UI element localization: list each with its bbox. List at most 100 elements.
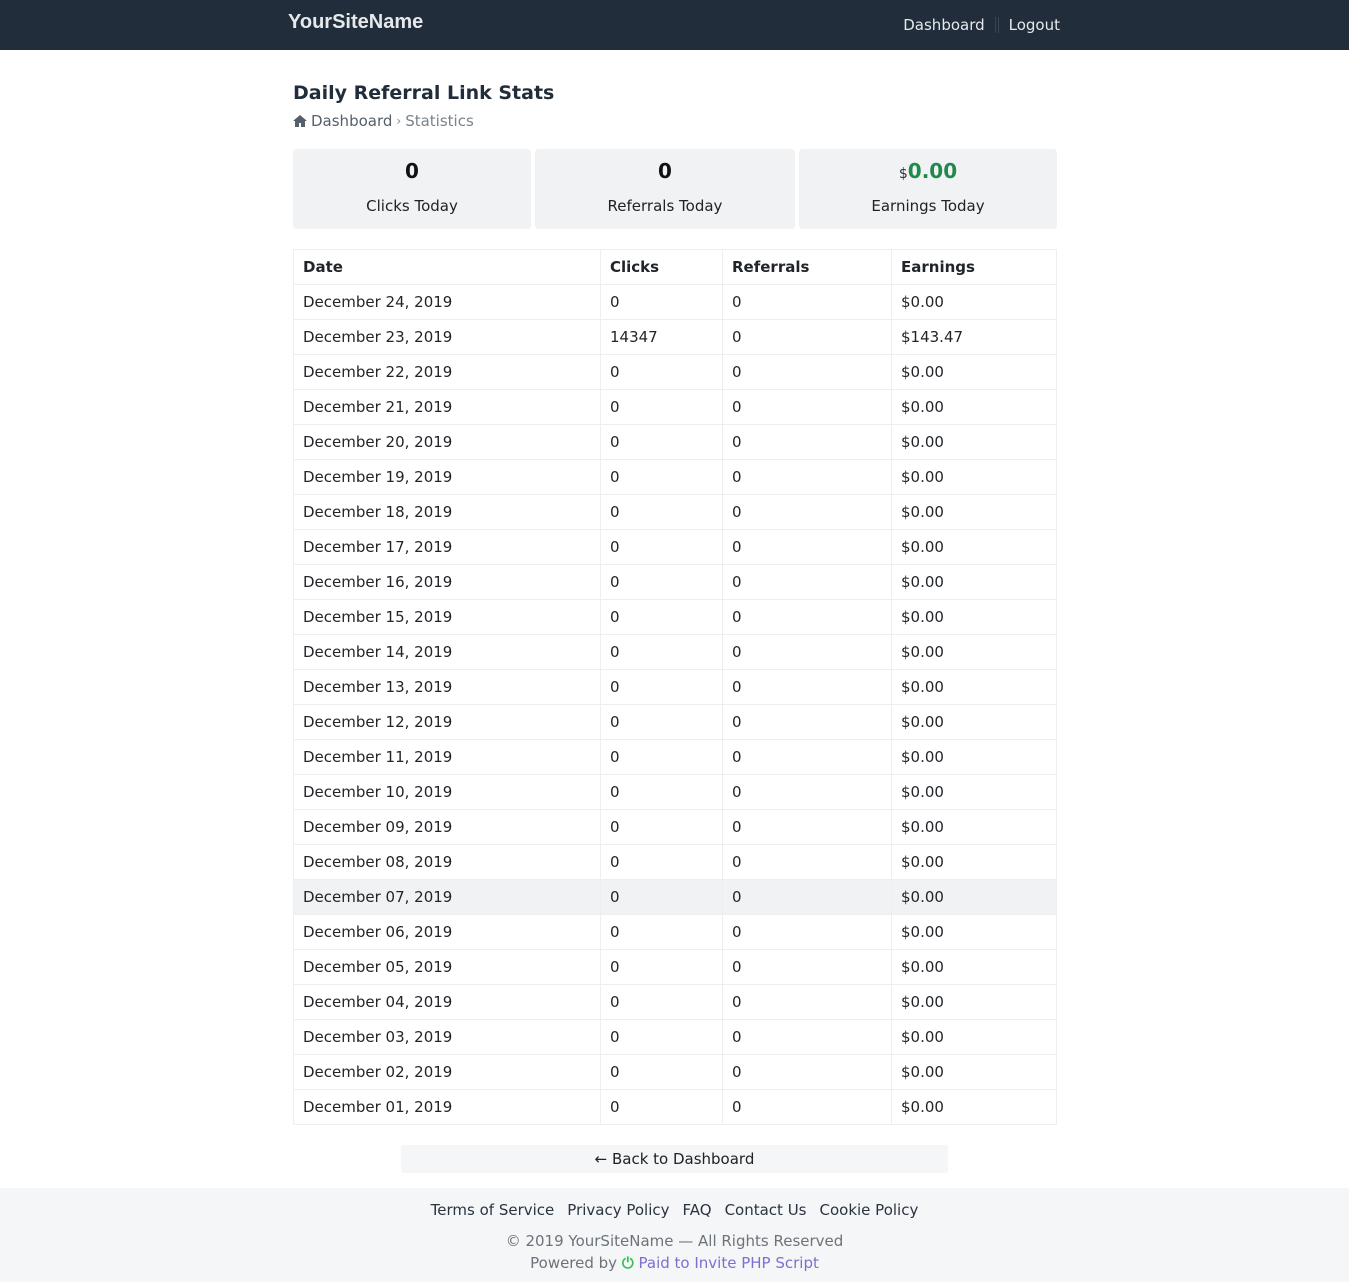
cell-referrals: 0 — [722, 1019, 892, 1055]
table-row: December 20, 2019 0 0 $0.00 — [293, 424, 1057, 460]
col-earnings: Earnings — [891, 249, 1057, 285]
stats-table: Date Clicks Referrals Earnings December … — [293, 249, 1057, 1125]
footer-links: Terms of Service Privacy Policy FAQ Cont… — [0, 1201, 1349, 1219]
cell-clicks: 14347 — [600, 319, 723, 355]
cell-date: December 15, 2019 — [293, 599, 601, 635]
cell-referrals: 0 — [722, 879, 892, 915]
nav-dashboard-link[interactable]: Dashboard — [903, 16, 985, 34]
cell-earnings: $0.00 — [891, 634, 1057, 670]
cell-clicks: 0 — [600, 984, 723, 1020]
cell-earnings: $0.00 — [891, 1089, 1057, 1125]
footer-link-cookie[interactable]: Cookie Policy — [819, 1201, 919, 1219]
table-row: December 04, 2019 0 0 $0.00 — [293, 984, 1057, 1020]
footer-link-privacy[interactable]: Privacy Policy — [567, 1201, 670, 1219]
cell-clicks: 0 — [600, 284, 723, 320]
table-row: December 23, 2019 14347 0 $143.47 — [293, 319, 1057, 355]
cell-referrals: 0 — [722, 354, 892, 390]
cell-clicks: 0 — [600, 1054, 723, 1090]
cell-date: December 01, 2019 — [293, 1089, 601, 1125]
cell-earnings: $0.00 — [891, 844, 1057, 880]
cell-referrals: 0 — [722, 844, 892, 880]
cell-clicks: 0 — [600, 1089, 723, 1125]
stat-label: Referrals Today — [607, 197, 723, 215]
footer: Terms of Service Privacy Policy FAQ Cont… — [0, 1188, 1349, 1282]
cell-referrals: 0 — [722, 459, 892, 495]
cell-earnings: $0.00 — [891, 704, 1057, 740]
cell-date: December 05, 2019 — [293, 949, 601, 985]
cell-clicks: 0 — [600, 669, 723, 705]
breadcrumb: Dashboard › Statistics — [293, 112, 1057, 130]
table-row: December 15, 2019 0 0 $0.00 — [293, 599, 1057, 635]
cell-referrals: 0 — [722, 1089, 892, 1125]
footer-link-contact[interactable]: Contact Us — [724, 1201, 807, 1219]
cell-referrals: 0 — [722, 564, 892, 600]
cell-earnings: $0.00 — [891, 879, 1057, 915]
table-row: December 09, 2019 0 0 $0.00 — [293, 809, 1057, 845]
cell-clicks: 0 — [600, 774, 723, 810]
table-row: December 17, 2019 0 0 $0.00 — [293, 529, 1057, 565]
cell-earnings: $0.00 — [891, 389, 1057, 425]
cell-clicks: 0 — [600, 1019, 723, 1055]
cell-date: December 16, 2019 — [293, 564, 601, 600]
cell-date: December 24, 2019 — [293, 284, 601, 320]
footer-link-terms[interactable]: Terms of Service — [430, 1201, 555, 1219]
cell-date: December 08, 2019 — [293, 844, 601, 880]
cell-clicks: 0 — [600, 494, 723, 530]
cell-date: December 19, 2019 — [293, 459, 601, 495]
cell-referrals: 0 — [722, 319, 892, 355]
table-row: December 14, 2019 0 0 $0.00 — [293, 634, 1057, 670]
cell-clicks: 0 — [600, 809, 723, 845]
stat-clicks-today: 0 Clicks Today — [293, 149, 531, 229]
cell-date: December 21, 2019 — [293, 389, 601, 425]
stat-label: Clicks Today — [366, 197, 458, 215]
breadcrumb-dashboard[interactable]: Dashboard — [311, 112, 393, 130]
footer-link-faq[interactable]: FAQ — [682, 1201, 712, 1219]
stat-value: 0 — [658, 159, 672, 183]
cell-date: December 10, 2019 — [293, 774, 601, 810]
cell-referrals: 0 — [722, 389, 892, 425]
table-row: December 22, 2019 0 0 $0.00 — [293, 354, 1057, 390]
cell-clicks: 0 — [600, 704, 723, 740]
cell-earnings: $0.00 — [891, 564, 1057, 600]
stat-earnings-today: $0.00 Earnings Today — [799, 149, 1057, 229]
stat-value: 0 — [405, 159, 419, 183]
table-row: December 12, 2019 0 0 $0.00 — [293, 704, 1057, 740]
cell-clicks: 0 — [600, 634, 723, 670]
cell-earnings: $143.47 — [891, 319, 1057, 355]
table-row: December 02, 2019 0 0 $0.00 — [293, 1054, 1057, 1090]
cell-earnings: $0.00 — [891, 599, 1057, 635]
cell-date: December 22, 2019 — [293, 354, 601, 390]
cell-date: December 20, 2019 — [293, 424, 601, 460]
cell-clicks: 0 — [600, 599, 723, 635]
back-to-dashboard-button[interactable]: ← Back to Dashboard — [401, 1145, 948, 1173]
col-date: Date — [293, 249, 601, 285]
nav-logout-link[interactable]: Logout — [1008, 16, 1060, 34]
cell-date: December 13, 2019 — [293, 669, 601, 705]
cell-date: December 04, 2019 — [293, 984, 601, 1020]
currency-symbol: $ — [898, 166, 908, 182]
main-content: Daily Referral Link Stats Dashboard › St… — [293, 82, 1057, 1125]
cell-referrals: 0 — [722, 599, 892, 635]
cell-clicks: 0 — [600, 389, 723, 425]
stat-label: Earnings Today — [871, 197, 985, 215]
col-clicks: Clicks — [600, 249, 723, 285]
cell-earnings: $0.00 — [891, 774, 1057, 810]
cell-earnings: $0.00 — [891, 669, 1057, 705]
table-row: December 07, 2019 0 0 $0.00 — [293, 879, 1057, 915]
stats-cards: 0 Clicks Today 0 Referrals Today $0.00 E… — [293, 149, 1057, 229]
cell-date: December 23, 2019 — [293, 319, 601, 355]
powered-link[interactable]: Paid to Invite PHP Script — [638, 1254, 819, 1272]
cell-date: December 18, 2019 — [293, 494, 601, 530]
table-row: December 03, 2019 0 0 $0.00 — [293, 1019, 1057, 1055]
cell-referrals: 0 — [722, 1054, 892, 1090]
site-brand[interactable]: YourSiteName — [288, 11, 424, 33]
cell-date: December 07, 2019 — [293, 879, 601, 915]
cell-clicks: 0 — [600, 949, 723, 985]
cell-referrals: 0 — [722, 529, 892, 565]
cell-clicks: 0 — [600, 564, 723, 600]
cell-referrals: 0 — [722, 774, 892, 810]
cell-referrals: 0 — [722, 634, 892, 670]
cell-referrals: 0 — [722, 704, 892, 740]
nav-separator — [994, 17, 999, 33]
stat-value: $0.00 — [799, 159, 1057, 187]
